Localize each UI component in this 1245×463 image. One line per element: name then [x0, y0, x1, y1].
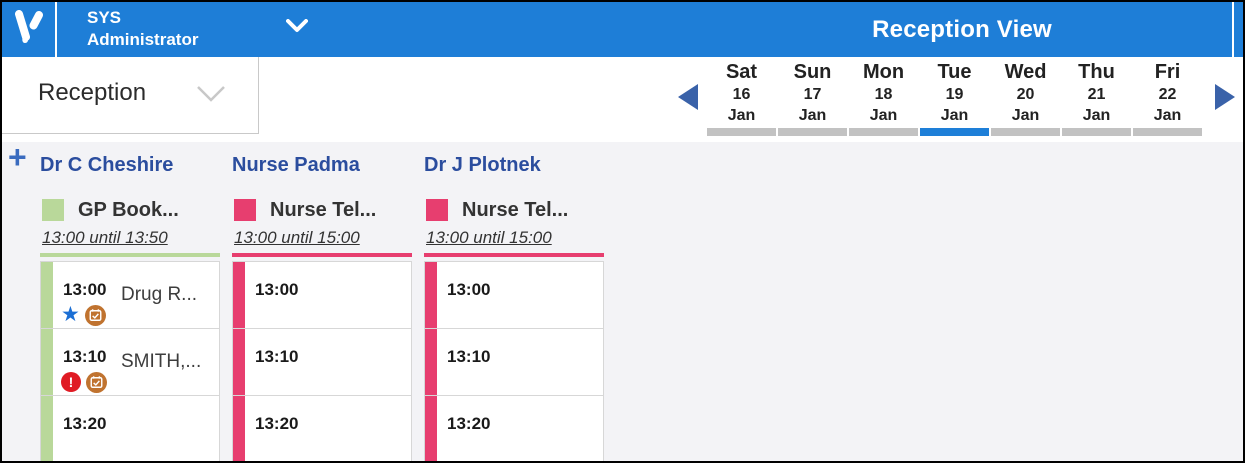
appointment-slot[interactable]: 13:10	[232, 328, 412, 396]
appointment-slot[interactable]: 13:00 ★ Drug R...	[40, 261, 220, 329]
slot-label: Drug R...	[121, 284, 198, 305]
slot-color-bar	[233, 329, 245, 395]
slot-time: 13:20	[63, 414, 107, 433]
session-color-swatch	[426, 199, 448, 221]
next-week-arrow[interactable]	[1215, 84, 1235, 110]
user-menu[interactable]: SYS Administrator	[87, 7, 309, 51]
clinician-name: Nurse Padma	[232, 154, 360, 176]
day-indicator-bar	[1062, 128, 1131, 136]
slot-color-bar	[425, 262, 437, 328]
view-select-value: Reception	[38, 79, 147, 106]
page-title: Reception View	[872, 16, 1052, 43]
slot-time: 13:10	[255, 347, 299, 366]
slot-time: 13:10	[447, 347, 491, 366]
slot-color-bar	[233, 396, 245, 461]
appointment-slot[interactable]: 13:20	[232, 395, 412, 461]
schedule-area: + Dr C Cheshire GP Book... 13:00 until 1…	[2, 139, 1243, 461]
appointment-slot[interactable]: 13:10 ! SMITH,...	[40, 328, 220, 396]
top-bar: SYS Administrator Reception View	[2, 2, 1243, 57]
slot-color-bar	[41, 262, 53, 328]
clinician-column-padma: Nurse Padma Nurse Tel... 13:00 until 15:…	[232, 154, 412, 461]
day-cell-sun[interactable]: Sun 17 Jan	[777, 60, 848, 136]
slot-list: 13:00 ★ Drug R...	[40, 261, 220, 461]
appointment-slot[interactable]: 13:20	[40, 395, 220, 461]
date-strip: Sat 16 Jan Sun 17 Jan Mon 18 Jan Tue 19 …	[706, 60, 1203, 136]
slot-time: 13:20	[447, 414, 491, 433]
day-cell-mon[interactable]: Mon 18 Jan	[848, 60, 919, 136]
slot-color-bar	[41, 396, 53, 461]
session-color-swatch	[234, 199, 256, 221]
clinician-name: Dr C Cheshire	[40, 154, 174, 176]
slot-color-bar	[425, 396, 437, 461]
slot-color-bar	[425, 329, 437, 395]
alert-icon: !	[61, 372, 81, 392]
slot-list: 13:00 13:10 13:20	[232, 261, 412, 461]
appointment-slot[interactable]: 13:20	[424, 395, 604, 461]
clinician-name: Dr J Plotnek	[424, 154, 541, 176]
star-icon: ★	[61, 303, 80, 326]
slot-time: 13:00	[63, 280, 107, 299]
topbar-end-divider	[1232, 2, 1234, 57]
session-time-range: 13:00 until 15:00	[234, 228, 360, 247]
calendar-check-icon	[84, 304, 106, 326]
chevron-down-icon	[197, 86, 225, 102]
appointment-slot[interactable]: 13:00	[424, 261, 604, 329]
session-header[interactable]: GP Book...	[42, 197, 220, 223]
day-indicator-bar	[1133, 128, 1202, 136]
day-cell-fri[interactable]: Fri 22 Jan	[1132, 60, 1203, 136]
slot-time: 13:10	[63, 347, 107, 366]
slot-status-icons: !	[61, 371, 107, 393]
user-name: SYS Administrator	[87, 8, 199, 49]
day-indicator-bar	[991, 128, 1060, 136]
appointment-slot[interactable]: 13:10	[424, 328, 604, 396]
session-name: GP Book...	[78, 198, 179, 221]
add-button[interactable]: +	[8, 139, 27, 175]
session-time-range: 13:00 until 13:50	[42, 228, 168, 247]
chevron-down-icon	[286, 19, 309, 32]
slot-list: 13:00 13:10 13:20	[424, 261, 604, 461]
slot-time: 13:00	[447, 280, 491, 299]
view-select-dropdown[interactable]: Reception	[2, 57, 259, 134]
slot-color-bar	[233, 262, 245, 328]
session-color-line	[232, 253, 412, 257]
previous-week-arrow[interactable]	[678, 84, 698, 110]
clinician-columns: Dr C Cheshire GP Book... 13:00 until 13:…	[40, 154, 604, 461]
clinician-column-plotnek: Dr J Plotnek Nurse Tel... 13:00 until 15…	[424, 154, 604, 461]
day-cell-wed[interactable]: Wed 20 Jan	[990, 60, 1061, 136]
topbar-divider	[55, 2, 57, 57]
day-indicator-bar	[778, 128, 847, 136]
vision-logo-icon[interactable]	[12, 10, 46, 48]
clinician-column-cheshire: Dr C Cheshire GP Book... 13:00 until 13:…	[40, 154, 220, 461]
day-indicator-bar-selected	[920, 128, 989, 136]
session-name: Nurse Tel...	[462, 198, 569, 221]
session-color-line	[40, 253, 220, 257]
session-header[interactable]: Nurse Tel...	[426, 197, 604, 223]
slot-time: 13:00	[255, 280, 299, 299]
toolbar-row: Reception Sat 16 Jan Sun 17 Jan Mon 18	[2, 57, 1243, 142]
day-indicator-bar	[707, 128, 776, 136]
slot-label: SMITH,...	[121, 351, 202, 372]
appointment-slot[interactable]: 13:00	[232, 261, 412, 329]
day-cell-thu[interactable]: Thu 21 Jan	[1061, 60, 1132, 136]
day-indicator-bar	[849, 128, 918, 136]
session-color-line	[424, 253, 604, 257]
day-cell-sat[interactable]: Sat 16 Jan	[706, 60, 777, 136]
session-header[interactable]: Nurse Tel...	[234, 197, 412, 223]
session-color-swatch	[42, 199, 64, 221]
session-time-range: 13:00 until 15:00	[426, 228, 552, 247]
slot-status-icons: ★	[61, 304, 106, 326]
slot-time: 13:20	[255, 414, 299, 433]
slot-color-bar	[41, 329, 53, 395]
day-cell-tue-selected[interactable]: Tue 19 Jan	[919, 60, 990, 136]
session-name: Nurse Tel...	[270, 198, 377, 221]
calendar-check-icon	[86, 371, 107, 393]
